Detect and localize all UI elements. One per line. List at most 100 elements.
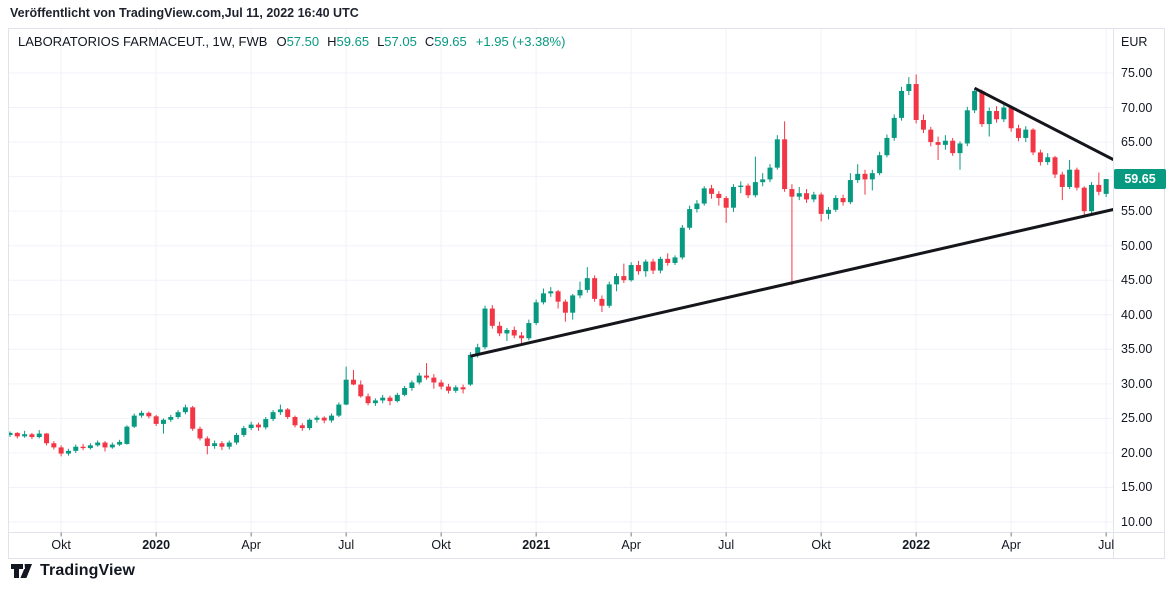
price-tick-label: 70.00 (1121, 100, 1153, 115)
candle-body (1008, 107, 1014, 129)
candle-body (891, 117, 897, 138)
candle-body (994, 110, 1000, 120)
price-tick-label: 50.00 (1121, 238, 1153, 253)
candle-body (190, 407, 196, 429)
candle-body (635, 265, 641, 272)
candle-body (241, 428, 247, 435)
candle-body (1023, 129, 1029, 138)
candle-body (533, 302, 539, 324)
candle-body (277, 409, 283, 413)
candle-body (307, 419, 313, 429)
candle-body (139, 412, 145, 416)
candle-body (1096, 184, 1102, 192)
candle-body (36, 433, 42, 438)
candle-body (409, 382, 415, 388)
candle-body (343, 379, 349, 405)
candle-body (58, 447, 64, 454)
candle-body (709, 188, 715, 194)
high-value: 59.65 (336, 34, 370, 49)
candle-body (621, 276, 627, 281)
candle-body (950, 140, 956, 154)
chart-legend: LABORATORIOS FARMACEUT., 1W, FWB O57.50 H5… (18, 34, 565, 49)
candle-body (146, 412, 152, 417)
candle-body (869, 173, 875, 180)
candle-body (358, 384, 364, 397)
candle-body (102, 442, 108, 448)
high-label: H (327, 34, 337, 49)
last-price-badge: 59.65 (1114, 169, 1166, 190)
candle-body (628, 265, 634, 281)
candle-body (687, 209, 693, 228)
footer: TradingView (10, 562, 135, 580)
candle-body (1067, 169, 1073, 187)
candle-body (117, 441, 123, 445)
candle-body (460, 387, 466, 390)
candle-body (22, 434, 28, 437)
price-tick-label: 40.00 (1121, 307, 1153, 322)
publisher-text: Veröffentlicht von TradingView.com,Jul 1… (10, 6, 359, 20)
candle-body (986, 110, 992, 125)
candle-body (87, 445, 93, 449)
candle-body (14, 432, 20, 437)
candle-body (694, 203, 700, 210)
candle-body (913, 84, 919, 120)
symbol-title: LABORATORIOS FARMACEUT., 1W, FWB (18, 34, 268, 49)
candle-body (935, 142, 941, 145)
candle-body (1074, 169, 1080, 188)
candle-body (964, 110, 970, 144)
candle-body (665, 258, 671, 263)
candle-body (723, 198, 729, 208)
candle-body (767, 167, 773, 180)
time-tick-label: Apr (621, 538, 641, 552)
candle-body (438, 382, 444, 387)
candle-body (204, 438, 210, 447)
candle-body (818, 194, 824, 214)
candle-body (263, 419, 269, 428)
candle-body (226, 442, 232, 447)
time-tick-label: Okt (431, 538, 451, 552)
candle-body (584, 278, 590, 290)
candle-body (329, 415, 335, 421)
candle-body (292, 417, 298, 426)
candle-body (526, 323, 532, 339)
candle-body (431, 377, 437, 383)
candle-body (1015, 128, 1021, 138)
candle-body (80, 446, 86, 449)
candle-body (760, 179, 766, 183)
time-tick-label: Jul (718, 538, 735, 552)
candle-body (1089, 184, 1095, 212)
candle-body (44, 433, 50, 444)
candle-body (1059, 174, 1065, 187)
tradingview-brand[interactable]: TradingView (40, 562, 136, 579)
candle-body (182, 407, 188, 413)
close-value: 59.65 (434, 34, 467, 49)
candle-body (160, 419, 166, 424)
candle-body (197, 428, 203, 439)
candle-body (248, 424, 254, 429)
candle-body (679, 227, 685, 258)
candle-body (540, 293, 546, 303)
rising-support-trendline[interactable] (470, 207, 1113, 358)
time-tick-label: 2021 (522, 538, 551, 552)
time-tick-label: 2022 (902, 538, 931, 552)
price-tick-label: 75.00 (1121, 66, 1153, 80)
candle-body (504, 329, 510, 334)
candle-body (592, 278, 598, 299)
time-tick-label: Okt (51, 538, 71, 552)
price-axis-currency: EUR (1121, 35, 1148, 49)
candle-body (833, 198, 839, 210)
candle-body (730, 186, 736, 208)
candle-body (884, 137, 890, 156)
candle-body (1103, 179, 1109, 194)
open-value: 57.50 (286, 34, 320, 49)
candle-body (657, 258, 663, 271)
candle-body (321, 417, 327, 421)
price-tick-label: 30.00 (1121, 376, 1153, 391)
candle-body (599, 298, 605, 306)
tradingview-logo-icon[interactable] (10, 563, 33, 579)
candle-body (255, 424, 261, 428)
candle-body (387, 397, 393, 402)
falling-resistance-trendline[interactable] (973, 86, 1114, 162)
chart-frame-border (8, 28, 1165, 559)
